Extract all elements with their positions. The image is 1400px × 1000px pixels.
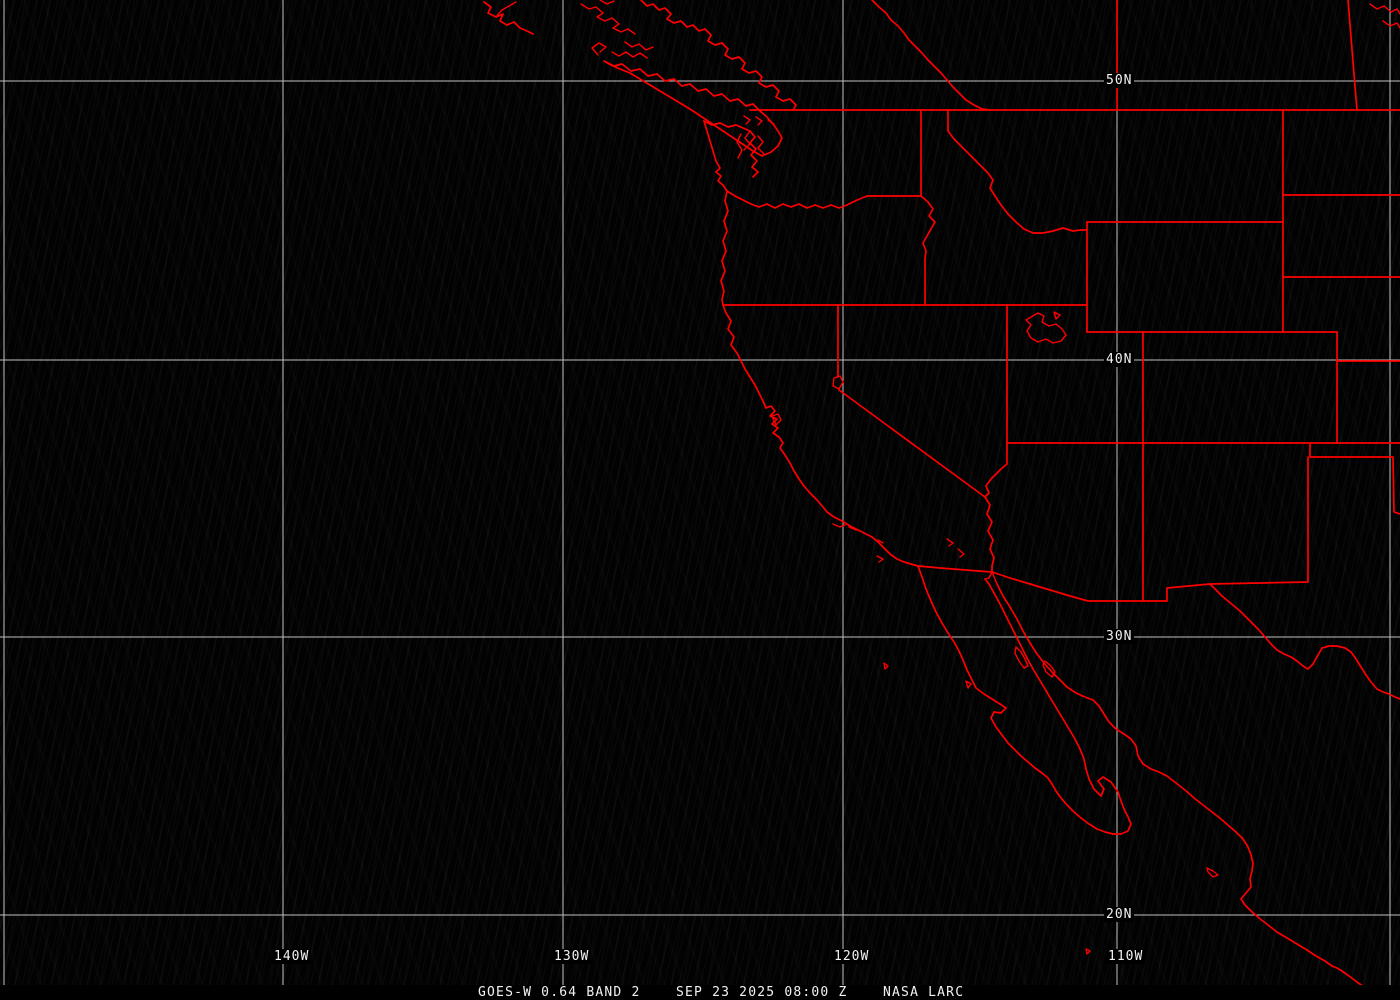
great-salt-lake — [1025, 312, 1067, 344]
channel-islands-anacapa — [848, 526, 857, 531]
socorro-island — [1085, 948, 1091, 955]
us-west-coast-and-borders — [703, 109, 1400, 573]
san-francisco-bay — [771, 413, 782, 426]
colorado-river-delta-west — [984, 571, 993, 580]
caption-satellite-band: GOES-W 0.64 BAND 2 — [478, 985, 641, 1000]
santa-catalina-island — [946, 538, 954, 547]
nevada-arizona-colorado-river — [984, 442, 1008, 498]
caption-bar: GOES-W 0.64 BAND 2 SEP 23 2025 08:00 Z N… — [0, 985, 1400, 1000]
gulf-islands-2 — [755, 116, 763, 126]
baja-california-peninsula — [917, 565, 1132, 835]
colorado-river-delta-east — [991, 571, 998, 585]
latitude-label-50n: 50N — [1104, 73, 1135, 88]
columbia-river-wa-or-border — [726, 190, 922, 209]
vancouver-island-north-tip — [591, 42, 607, 56]
latitude-label-20n: 20N — [1104, 907, 1135, 922]
queen-charlotte-strait-islets — [624, 41, 654, 51]
haida-gwaii-islands — [483, 1, 534, 35]
longitude-label-110w: 110W — [1106, 949, 1146, 964]
latitude-label-40n: 40N — [1104, 352, 1135, 367]
sonora-sinaloa-coast — [996, 583, 1372, 991]
channel-islands-north — [832, 523, 846, 528]
latitude-label-30n: 30N — [1104, 629, 1135, 644]
isla-angel-de-la-guarda — [1014, 646, 1029, 669]
rio-grande-texas-mexico-border — [1209, 583, 1400, 700]
isla-tiburon — [1042, 660, 1056, 678]
gulf-islands-3 — [767, 119, 775, 125]
oklahoma-panhandle-border — [1309, 442, 1400, 515]
puget-sound-branch-2 — [757, 135, 765, 155]
california-coast — [722, 304, 919, 567]
oregon-idaho-snake-river-border — [920, 195, 936, 306]
saskatchewan-manitoba-border — [1347, 0, 1358, 111]
california-nevada-diagonal-border — [838, 389, 986, 498]
bc-north-islands — [580, 3, 636, 35]
manitoba-river-squiggle — [1369, 3, 1400, 15]
caption-datetime: SEP 23 2025 08:00 Z — [676, 985, 848, 1000]
california-mexico-border — [917, 565, 993, 573]
great-salt-lake-arm — [1053, 311, 1061, 320]
hood-canal — [736, 133, 743, 159]
san-nicolas-island — [876, 555, 884, 563]
washington-coast — [703, 120, 728, 192]
idaho-montana-border — [947, 109, 1088, 234]
haida-gwaii-spur — [495, 1, 517, 18]
longitude-label-140w: 140W — [272, 949, 312, 964]
lake-tahoe — [832, 375, 844, 390]
gulf-islands-1 — [743, 115, 751, 125]
california-arizona-colorado-river — [984, 496, 995, 573]
san-clemente-island — [957, 548, 965, 558]
bc-mainland-coast — [640, 0, 797, 111]
southwest-and-mexico — [883, 311, 1400, 991]
manitoba-river-squiggle-2 — [1382, 20, 1400, 29]
caption-credit: NASA LARC — [883, 985, 965, 1000]
longitude-label-120w: 120W — [832, 949, 872, 964]
puget-sound — [703, 120, 759, 178]
arizona-mexico-border — [991, 571, 1211, 602]
puget-sound-branch-1 — [743, 130, 751, 151]
islas-marias — [1206, 867, 1219, 878]
guadalupe-island — [883, 662, 889, 670]
bc-north-islands-2 — [599, 0, 615, 5]
bc-alberta-border — [871, 0, 991, 111]
johnstone-strait-detail — [611, 51, 648, 59]
santa-barbara-island — [877, 539, 884, 544]
new-mexico-texas-border — [1209, 456, 1309, 585]
canada-coast-and-borders — [483, 0, 1400, 157]
cedros-island — [965, 680, 972, 689]
vancouver-island — [603, 60, 783, 157]
oregon-coast — [720, 190, 729, 306]
longitude-label-130w: 130W — [552, 949, 592, 964]
